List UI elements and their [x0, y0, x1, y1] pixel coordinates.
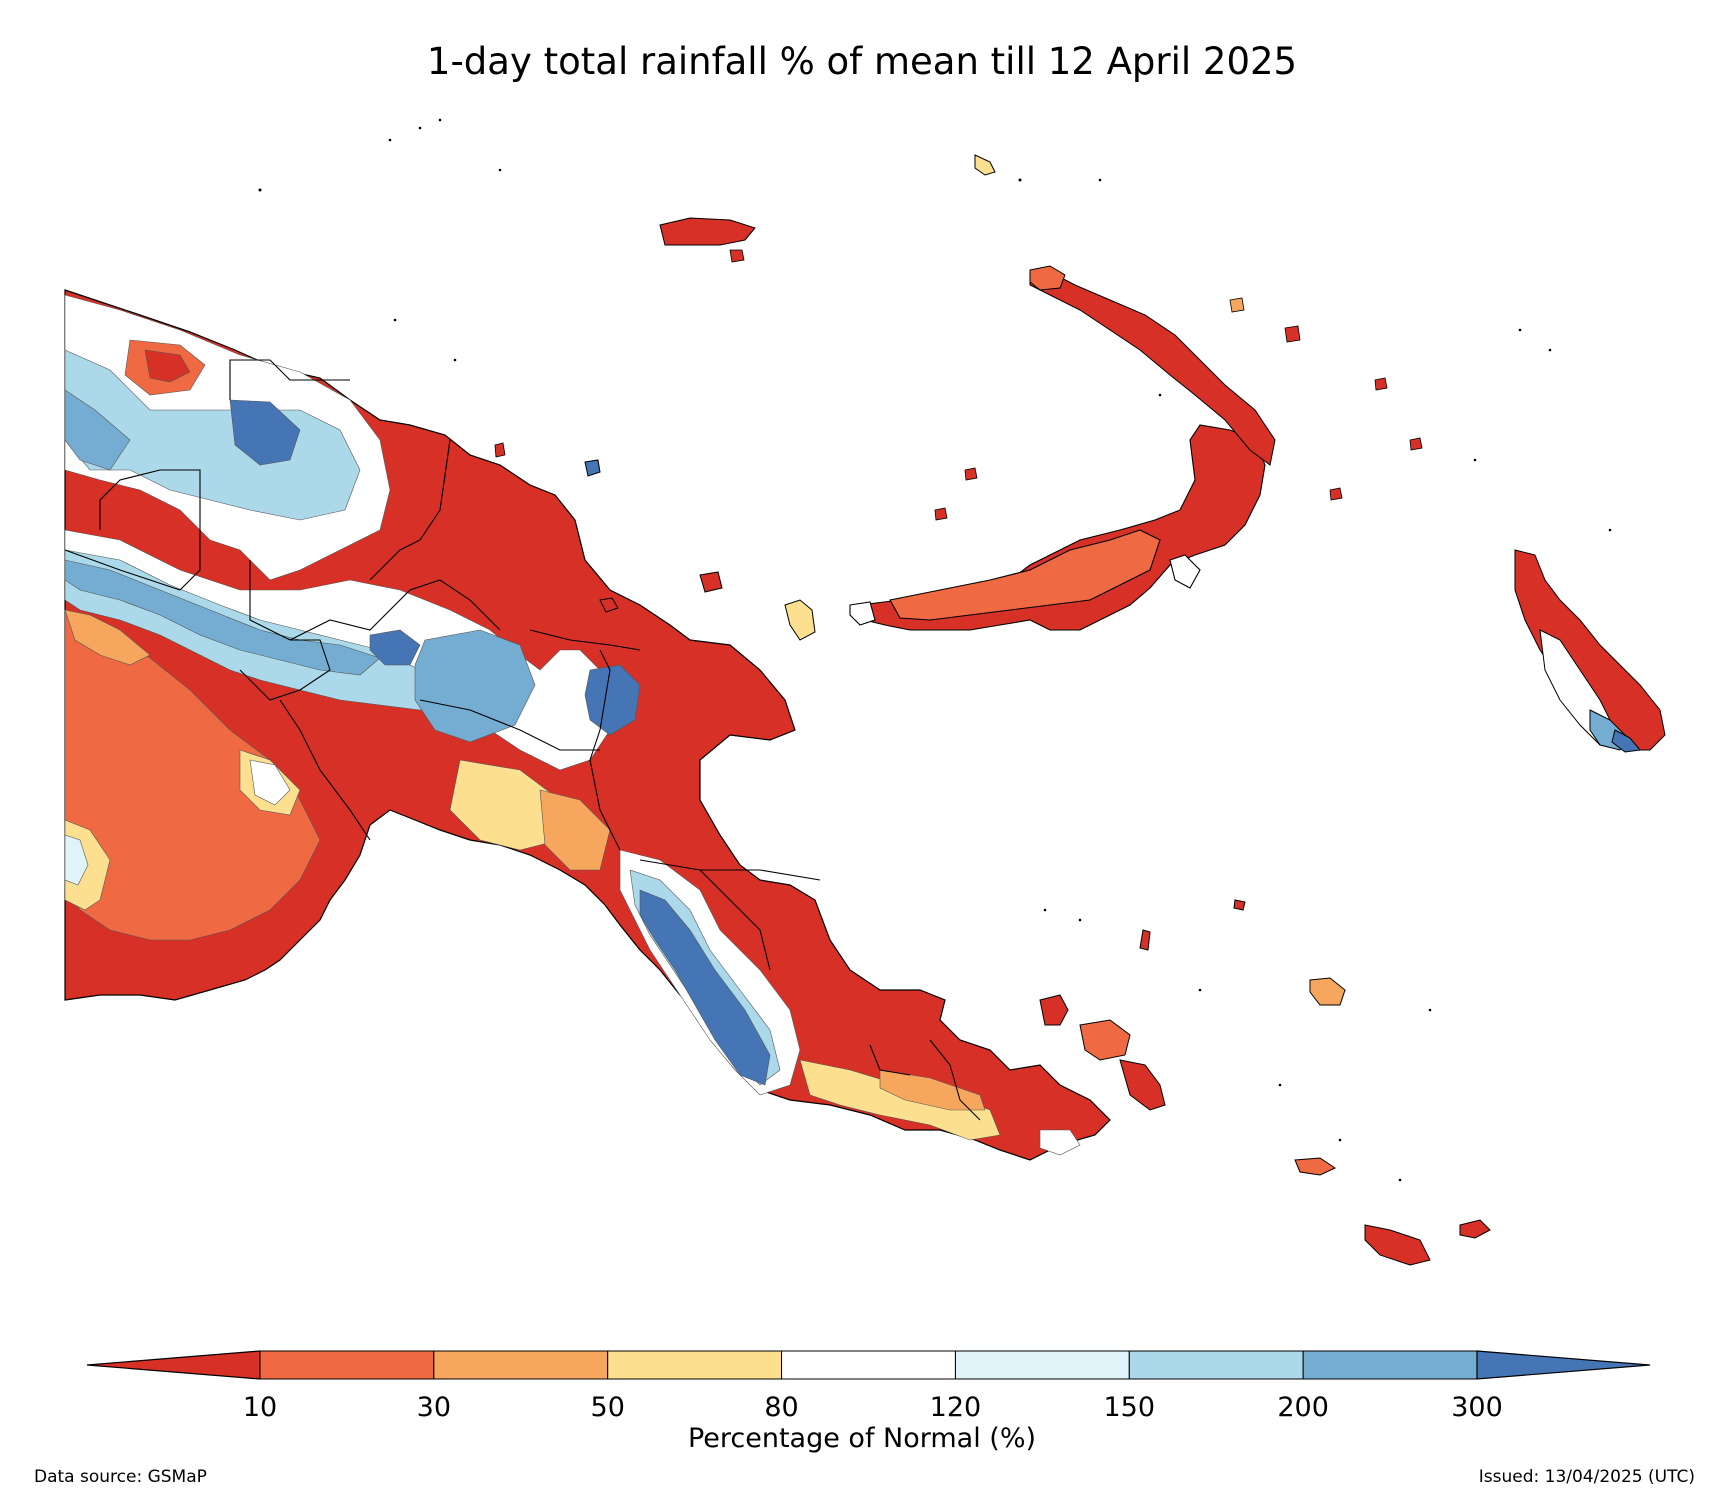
colorbar-swatch	[954, 1350, 1130, 1380]
map-title: 1-day total rainfall % of mean till 12 A…	[426, 40, 1298, 83]
misima-island	[1364, 1224, 1431, 1266]
patch-north-west-lightblue	[64, 349, 361, 521]
colorbar-swatch	[433, 1350, 609, 1380]
colorbar-tick-label: 50	[590, 1392, 625, 1423]
south-east-islands	[1039, 899, 1491, 1266]
new-britain	[849, 424, 1266, 631]
new-britain-white	[1169, 554, 1201, 589]
new-britain-west-white	[849, 601, 876, 626]
colorbar-tick-label: 120	[929, 1392, 982, 1423]
data-source: Data source: GSMaP	[34, 1467, 207, 1487]
colorbar-tick-label: 300	[1451, 1392, 1503, 1423]
patch-south-west-lightblue	[64, 834, 89, 886]
trobriand-island	[1309, 977, 1346, 1006]
colorbar-tick-label: 10	[242, 1392, 278, 1423]
bougainville-island	[1514, 549, 1666, 751]
colorbar-extend-high	[1476, 1350, 1651, 1380]
patch-south-west-orange	[64, 609, 151, 666]
patch-south-east-orange	[879, 1069, 986, 1111]
woodlark-island	[1294, 1157, 1337, 1176]
bougainville	[1514, 549, 1666, 753]
province-boundaries	[64, 359, 981, 1121]
patch-north-red-core	[144, 349, 191, 383]
patch-south-coast-deepblue	[639, 889, 771, 1086]
colorbar-swatch	[607, 1350, 783, 1380]
new-ireland-island	[1029, 271, 1276, 466]
anomaly-patches	[64, 294, 1081, 1156]
patch-east-tip-white	[1039, 1129, 1081, 1156]
colorbar-swatch	[1128, 1350, 1304, 1380]
colorbar-tick-label: 30	[416, 1392, 452, 1423]
rossel-island	[1459, 1219, 1491, 1239]
colorbar-swatch	[781, 1350, 956, 1380]
goodenough-island	[1039, 994, 1069, 1026]
mussau-island	[974, 154, 996, 176]
issued-date: Issued: 13/04/2025 (UTC)	[1478, 1467, 1695, 1487]
fergusson-island	[1079, 1019, 1131, 1061]
bougainville-deepblue	[1611, 729, 1641, 753]
colorbar-ticks: 10 30 50 80 120 150 200 300	[0, 1392, 1724, 1424]
new-britain-orange	[889, 529, 1161, 621]
normanby-island	[1119, 1059, 1166, 1111]
colorbar-extend-low	[86, 1350, 261, 1380]
patch-north-west-deepblue	[229, 399, 301, 466]
patch-south-west-red	[64, 609, 321, 941]
new-ireland	[1029, 265, 1276, 466]
patch-mid-yellow	[449, 759, 561, 851]
colorbar-swatch	[259, 1350, 435, 1380]
patch-mid-orange	[539, 789, 611, 871]
small-colored-islets	[494, 249, 1423, 521]
island-small-c	[784, 599, 816, 641]
rainfall-map	[64, 118, 1666, 1266]
small-island-a	[1139, 929, 1151, 951]
new-hanover-island	[1029, 265, 1066, 291]
colorbar-tick-label: 200	[1277, 1392, 1329, 1423]
colorbar-label: Percentage of Normal (%)	[687, 1423, 1037, 1454]
colorbar-swatch	[1302, 1350, 1478, 1380]
patch-north-west-midblue	[64, 389, 131, 471]
colorbar-tick-label: 150	[1103, 1392, 1156, 1423]
island-small-a	[599, 597, 619, 613]
island-small-b	[584, 459, 601, 477]
small-island-b	[1233, 899, 1246, 911]
colorbar-swatches	[86, 1350, 1651, 1380]
colorbar	[86, 1350, 1651, 1380]
colorbar-tick-label: 80	[764, 1392, 799, 1423]
patch-highlands-deepblue-3	[369, 629, 421, 666]
patch-central-midblue	[64, 559, 381, 676]
island-small-d	[699, 571, 723, 593]
north-islands	[584, 154, 996, 641]
patch-highlands-deepblue-2	[584, 664, 641, 736]
manus-island	[659, 217, 756, 246]
patch-gulf-white	[249, 759, 291, 806]
patch-highlands-midblue	[414, 629, 536, 743]
islets	[258, 118, 1612, 1182]
